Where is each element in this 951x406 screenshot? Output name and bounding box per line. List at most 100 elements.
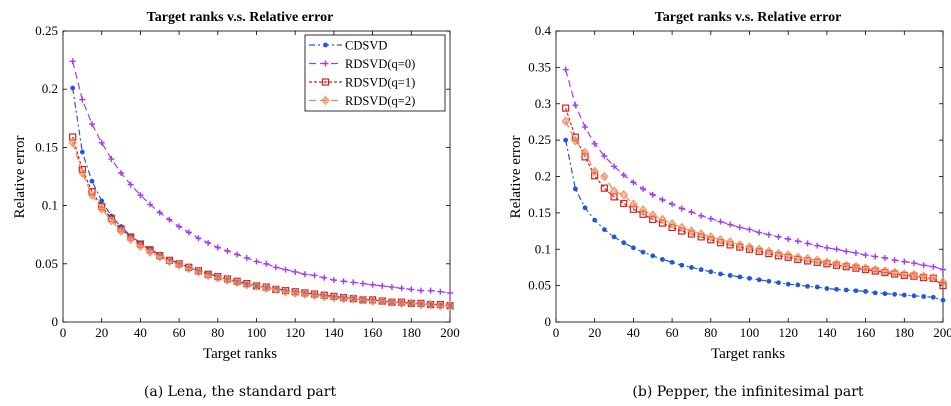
data-point [784,250,793,260]
data-point [814,284,820,290]
data-point [756,229,763,236]
series-line [565,69,944,271]
data-point [195,235,202,242]
data-point [281,287,290,297]
x-tick-label: 180 [402,325,422,340]
legend-label: RDSVD(q=0) [345,57,415,71]
data-point [910,260,917,267]
data-point [368,296,377,306]
y-axis-label: Relative error [508,136,524,219]
legend-label: RDSVD(q=1) [345,76,415,90]
chart-panel-lena: Target ranks v.s. Relative error Target … [12,10,460,400]
x-tick-label: 100 [740,325,760,340]
data-point [291,288,300,298]
series-line [565,107,944,287]
data-point [292,268,299,275]
y-tick-label: 0.05 [528,278,551,293]
figure-caption: (a) Lena, the standard part [144,384,337,400]
data-point [843,287,849,293]
data-point [814,242,821,249]
data-point [620,199,628,208]
data-point [689,265,694,270]
data-point [872,290,878,296]
data-point [822,257,831,268]
series-line [565,120,944,283]
data-point [563,137,569,143]
data-point [126,234,135,245]
data-point [185,229,192,236]
data-point [571,136,580,146]
data-point [804,240,811,247]
data-point [891,257,898,264]
data-point [79,96,86,103]
data-point [205,239,212,246]
legend-box [304,34,446,112]
data-point [756,277,762,283]
series-cdsvd [70,85,453,309]
data-point [214,244,221,251]
data-point [437,288,444,295]
data-point [590,166,599,177]
x-tick-label: 20 [588,325,601,340]
data-point [379,282,386,289]
data-point [698,267,704,273]
data-point [349,294,358,304]
data-point [880,266,890,276]
data-point [929,272,938,283]
data-point [745,242,754,252]
data-point [881,254,888,261]
legend-entry: RDSVD(q=0) [309,57,415,71]
y-tick-label: 0.25 [528,132,551,147]
data-point [339,294,348,304]
data-point [679,262,685,268]
x-tick-label: 40 [134,325,147,340]
y-tick-label: 0 [545,314,552,329]
y-tick-label: 0.05 [35,256,58,271]
data-point [833,246,840,253]
data-point [417,287,424,294]
data-point [774,248,783,259]
data-point [629,199,638,209]
series-rdsvd-q-1- [562,104,947,290]
data-point [262,283,271,293]
data-point [116,226,126,236]
data-point [872,253,879,260]
data-point [785,281,791,287]
data-point [863,289,868,294]
data-point [311,272,318,279]
data-point [388,284,395,291]
y-axis-label: Relative error [12,136,28,219]
data-point [107,216,116,226]
data-point [397,298,406,309]
y-tick-label: 0.35 [528,59,551,74]
data-point [301,271,308,278]
y-tick-label: 0.15 [528,205,551,220]
series-line [72,136,451,307]
data-point [582,205,588,211]
series-rdsvd-q-1- [69,133,454,310]
data-point [669,201,676,208]
data-point [698,212,705,219]
data-point [204,270,213,281]
data-point [921,294,927,299]
data-point [69,58,76,65]
data-point [795,282,801,288]
y-tick-label: 0.25 [35,23,58,38]
x-tick-label: 200 [933,325,951,340]
data-point [282,266,289,273]
data-point [658,214,667,225]
data-point [735,240,744,250]
legend-entry: RDSVD(q=2) [309,94,415,108]
data-point [648,210,657,220]
data-point [765,231,772,238]
legend: CDSVD RDSVD(q=0) RDSVD(q=1) RDSVD(q=2) [304,34,446,112]
data-point [166,216,173,223]
data-point [233,277,242,288]
data-point [436,301,445,311]
legend-label: CDSVD [345,39,387,53]
series-rdsvd-q-0- [69,58,453,296]
y-tick-label: 0.1 [42,198,58,213]
legend-label: RDSVD(q=2) [345,94,415,108]
data-point [677,222,686,233]
data-point [619,190,628,200]
